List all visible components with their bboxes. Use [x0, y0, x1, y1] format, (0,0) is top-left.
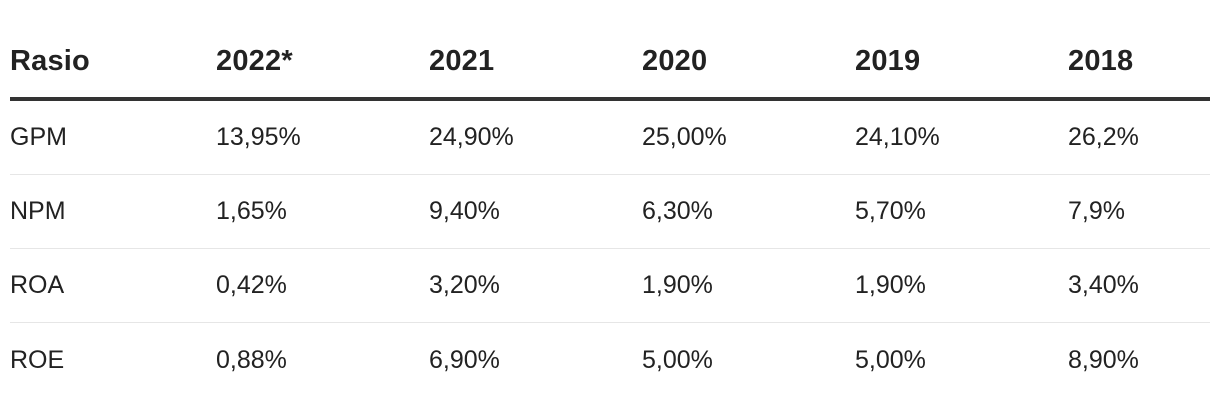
table-cell: 24,90%: [429, 123, 514, 151]
header-cell-2022: 2022*: [216, 45, 293, 77]
table-cell: 9,40%: [429, 197, 500, 225]
table-cell: 25,00%: [642, 123, 727, 151]
table-row-roa: ROA 0,42% 3,20% 1,90% 1,90% 3,40%: [10, 249, 1210, 323]
table-cell: 3,40%: [1068, 271, 1139, 299]
table-row-gpm: GPM 13,95% 24,90% 25,00% 24,10% 26,2%: [10, 101, 1210, 175]
table-header-row: Rasio 2022* 2021 2020 2019 2018: [10, 0, 1210, 101]
header-cell-2018: 2018: [1068, 45, 1134, 77]
table-cell: 13,95%: [216, 123, 301, 151]
table-cell: 5,00%: [642, 345, 713, 374]
table-cell: 5,00%: [855, 345, 926, 374]
row-label: ROA: [10, 271, 65, 299]
header-cell-2021: 2021: [429, 45, 495, 77]
table-cell: 26,2%: [1068, 123, 1139, 151]
table-row-npm: NPM 1,65% 9,40% 6,30% 5,70% 7,9%: [10, 175, 1210, 249]
header-cell-2020: 2020: [642, 45, 708, 77]
table-row-roe: ROE 0,88% 6,90% 5,00% 5,00% 8,90%: [10, 323, 1210, 397]
table-cell: 6,90%: [429, 345, 500, 374]
header-cell-2019: 2019: [855, 45, 921, 77]
row-label: ROE: [10, 345, 65, 374]
table-cell: 1,90%: [855, 271, 926, 299]
table-cell: 0,42%: [216, 271, 287, 299]
table-cell: 1,65%: [216, 197, 287, 225]
header-cell-rasio: Rasio: [10, 45, 90, 77]
table-cell: 1,90%: [642, 271, 713, 299]
table-cell: 24,10%: [855, 123, 940, 151]
table-cell: 5,70%: [855, 197, 926, 225]
table-cell: 3,20%: [429, 271, 500, 299]
table-cell: 6,30%: [642, 197, 713, 225]
row-label: NPM: [10, 197, 66, 225]
table-cell: 0,88%: [216, 345, 287, 374]
table-cell: 7,9%: [1068, 197, 1125, 225]
row-label: GPM: [10, 123, 67, 151]
table-cell: 8,90%: [1068, 345, 1139, 374]
ratio-table: Rasio 2022* 2021 2020 2019 2018 GPM 13,9…: [10, 0, 1210, 397]
